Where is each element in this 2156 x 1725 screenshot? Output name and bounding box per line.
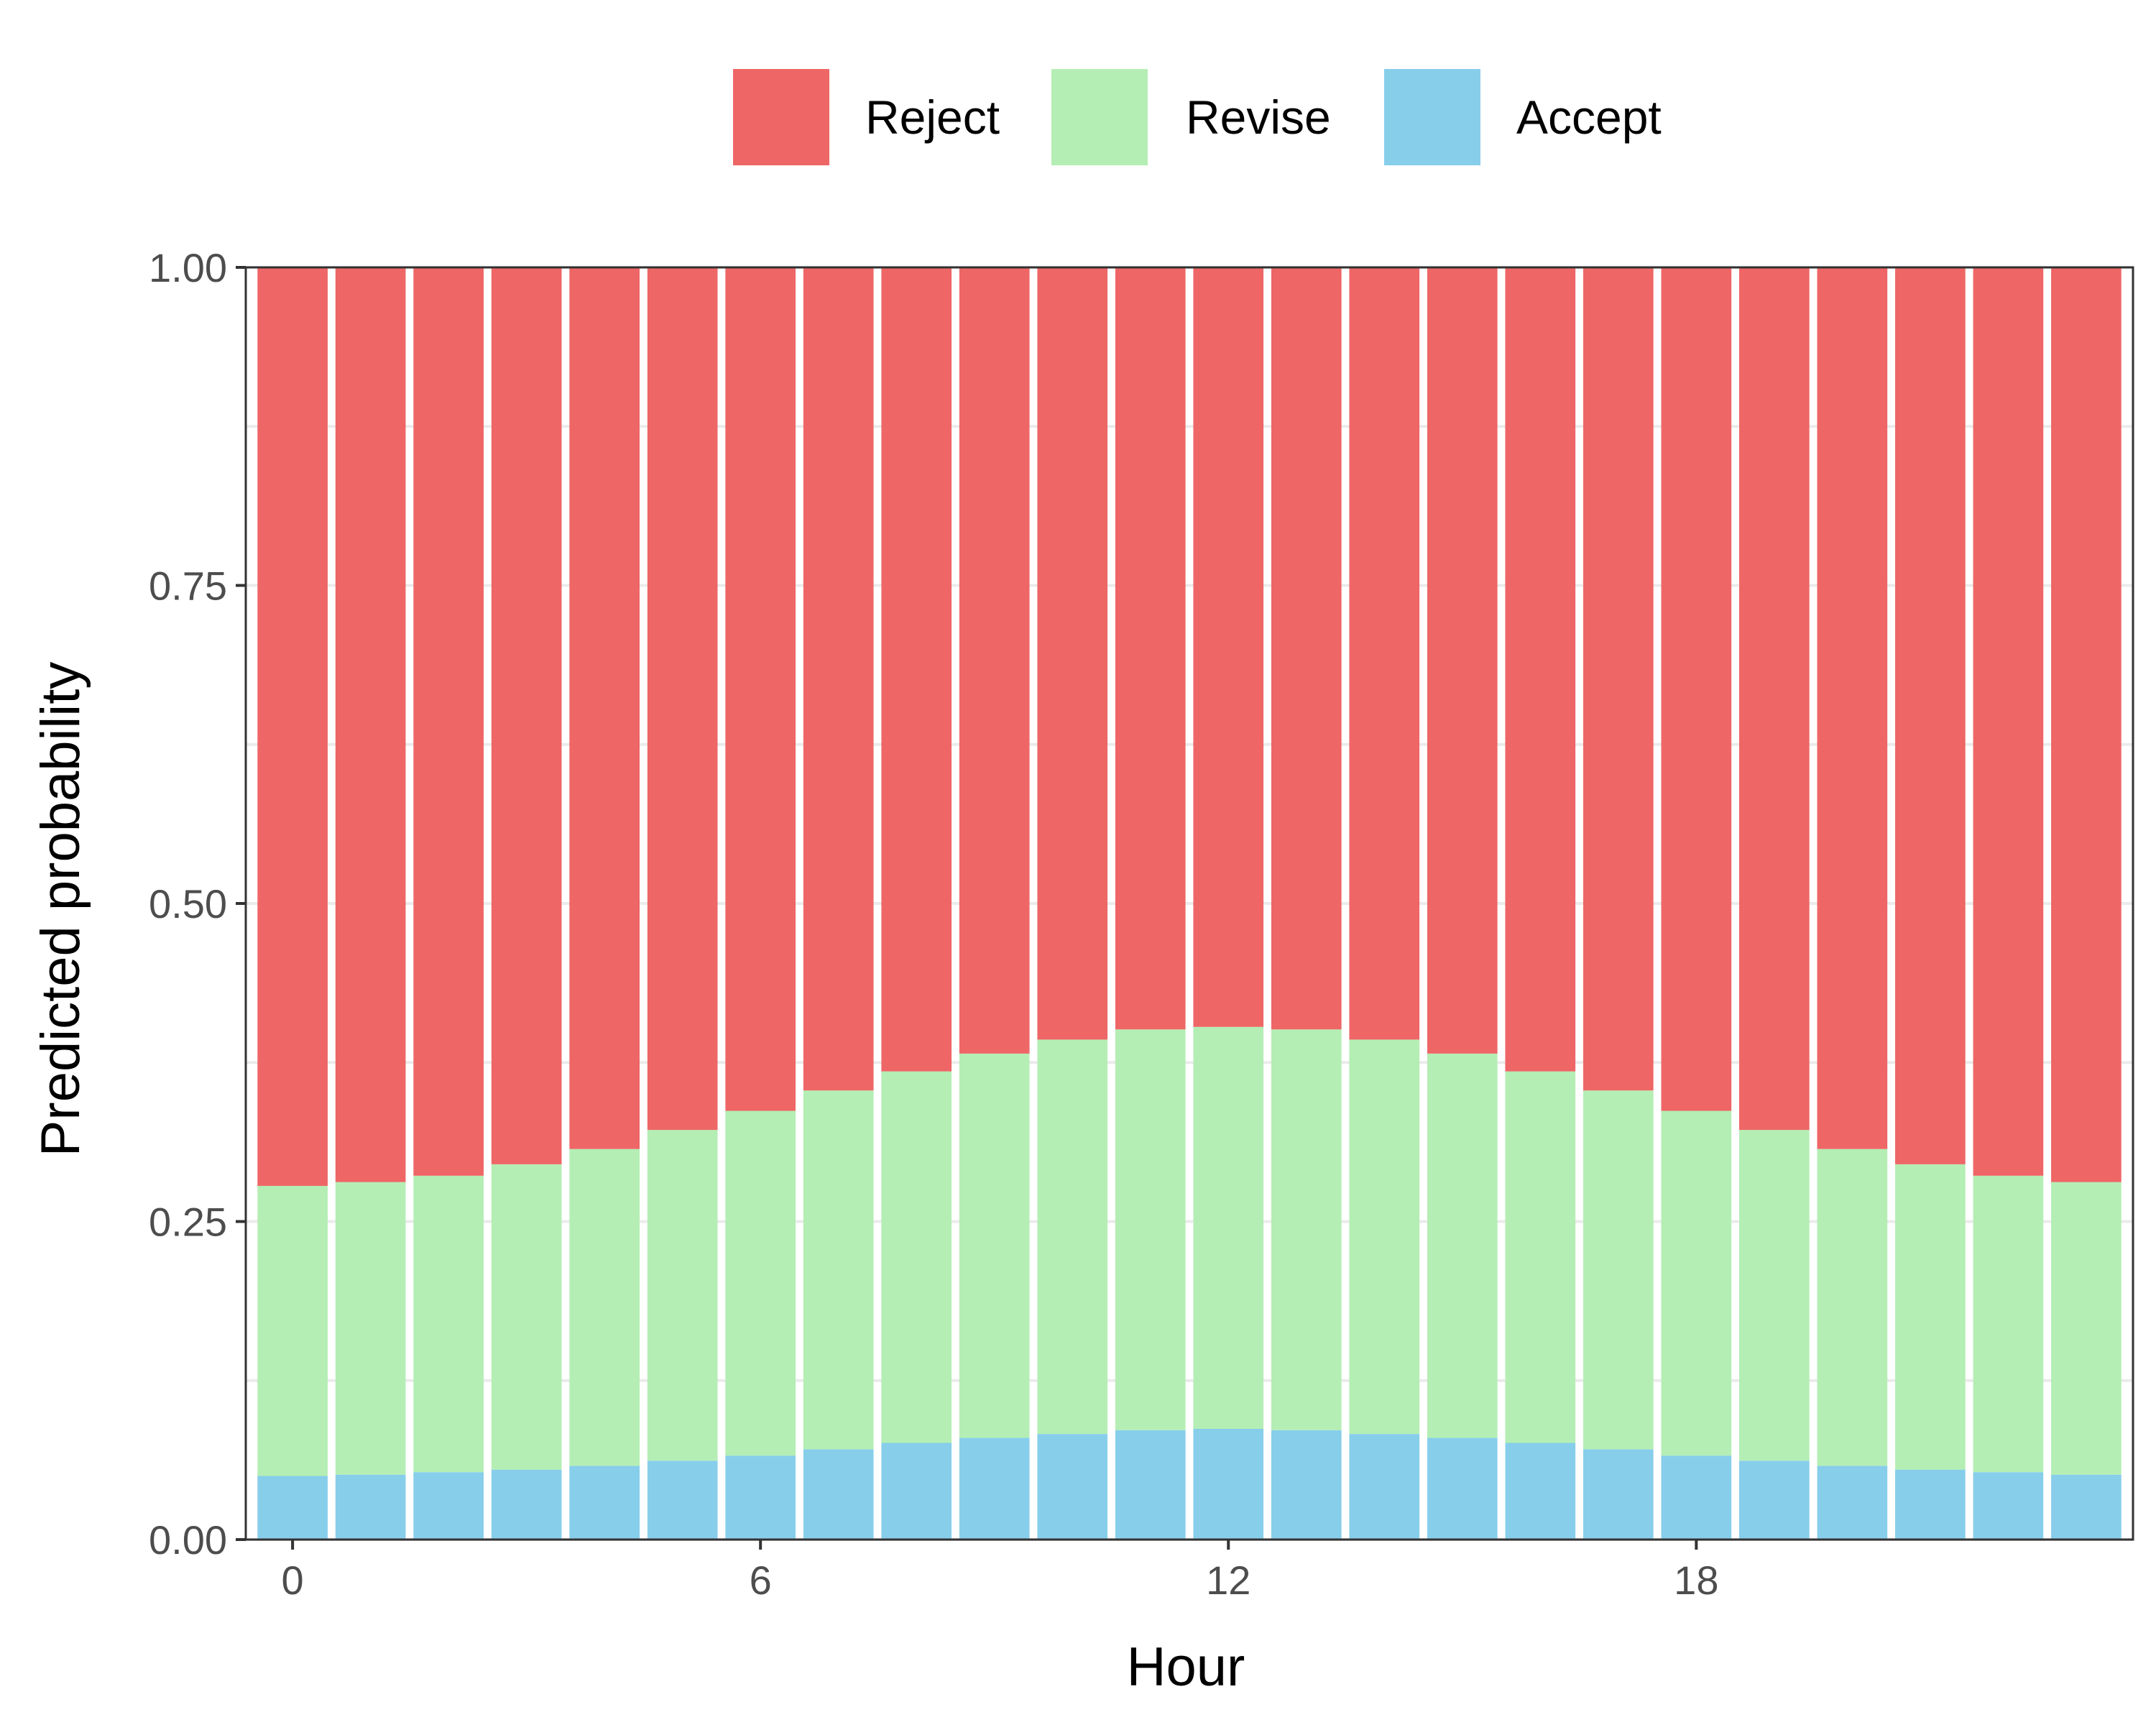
bar-segment-reject [647,267,718,1131]
bar-segment-accept [959,1438,1030,1540]
bar-segment-accept [1895,1469,1966,1540]
y-tick-label: 1.00 [149,245,227,290]
bar-segment-revise [1739,1130,1810,1461]
bar-segment-revise [1505,1071,1576,1443]
bar-segment-revise [647,1130,718,1461]
bar-segment-reject [1661,267,1732,1111]
bar-segment-accept [1037,1434,1108,1540]
bar-segment-revise [1193,1026,1264,1430]
bar-segment-accept [1817,1466,1888,1540]
y-tick-label: 0.25 [149,1200,227,1245]
bar-segment-reject [1193,267,1264,1027]
bar-segment-reject [1427,267,1498,1054]
x-axis-title: Hour [1127,1637,1245,1698]
legend-key-accept [1384,69,1480,165]
bar-segment-revise [335,1182,406,1475]
bar-segment-accept [1661,1455,1732,1540]
bar-segment-revise [1973,1175,2044,1473]
bar-segment-accept [647,1460,718,1540]
bar-segment-accept [1973,1472,2044,1540]
bar-segment-accept [491,1469,562,1540]
bar-segment-revise [1895,1164,1966,1470]
bar-segment-revise [1115,1029,1186,1430]
bar-segment-accept [257,1476,328,1540]
bar-segment-reject [1895,267,1966,1164]
bar-segment-revise [491,1164,562,1470]
bar-segment-accept [1193,1429,1264,1540]
bar-segment-reject [1505,267,1576,1072]
legend-label-revise: Revise [1186,91,1331,144]
bar-segment-reject [257,267,328,1186]
bar-segment-accept [335,1474,406,1540]
bars [257,267,2122,1540]
bar-segment-reject [1037,267,1108,1040]
bar-segment-reject [803,267,874,1091]
bar-segment-revise [1349,1039,1420,1435]
bar-segment-accept [803,1449,874,1540]
bar-segment-accept [2051,1474,2122,1540]
bar-segment-revise [1427,1053,1498,1438]
bar-segment-revise [725,1110,796,1456]
x-tick-label: 18 [1674,1558,1718,1603]
bar-segment-revise [1271,1029,1342,1430]
bar-segment-revise [413,1175,484,1473]
bar-segment-accept [1427,1438,1498,1540]
bar-segment-reject [1973,267,2044,1176]
bar-segment-accept [1739,1460,1810,1540]
bar-segment-accept [1349,1434,1420,1540]
bar-segment-accept [881,1443,952,1540]
legend-key-revise [1051,69,1148,165]
bar-segment-revise [881,1071,952,1443]
bar-segment-revise [1583,1090,1654,1450]
axes: 0.00 0.25 0.50 0.75 1.00 0 6 12 18 [149,245,2134,1603]
bar-segment-accept [1115,1430,1186,1540]
legend-key-reject [733,69,829,165]
legend-label-reject: Reject [865,91,1000,144]
y-tick-label: 0.00 [149,1517,227,1563]
bar-segment-reject [2051,267,2122,1182]
bar-segment-revise [959,1053,1030,1438]
bar-segment-accept [1271,1430,1342,1540]
bar-segment-reject [1583,267,1654,1091]
bar-segment-reject [725,267,796,1111]
bar-segment-reject [413,267,484,1176]
y-tick-label: 0.75 [149,564,227,609]
bar-segment-reject [335,267,406,1182]
bar-segment-revise [1661,1110,1732,1456]
y-axis-title: Predicted probability [30,662,91,1157]
bar-segment-accept [413,1472,484,1540]
legend-label-accept: Accept [1516,91,1662,144]
bar-segment-reject [881,267,952,1072]
bar-segment-reject [569,267,640,1149]
bar-segment-accept [1505,1443,1576,1540]
bar-segment-reject [1817,267,1888,1149]
y-tick-label: 0.50 [149,881,227,926]
x-tick-label: 12 [1206,1558,1250,1603]
x-tick-label: 0 [282,1558,304,1603]
bar-segment-revise [257,1185,328,1476]
bar-segment-revise [1037,1039,1108,1435]
bar-segment-reject [1739,267,1810,1131]
bar-segment-revise [2051,1182,2122,1475]
bar-segment-revise [569,1149,640,1466]
bar-segment-accept [1583,1449,1654,1540]
bar-segment-reject [1349,267,1420,1040]
bar-segment-accept [725,1455,796,1540]
bar-segment-reject [1271,267,1342,1030]
bar-segment-reject [1115,267,1186,1030]
x-tick-label: 6 [750,1558,772,1603]
bar-segment-reject [959,267,1030,1054]
bar-segment-revise [1817,1149,1888,1466]
legend: Reject Revise Accept [733,69,1662,165]
bar-segment-revise [803,1090,874,1450]
bar-segment-reject [491,267,562,1164]
bar-segment-accept [569,1466,640,1540]
